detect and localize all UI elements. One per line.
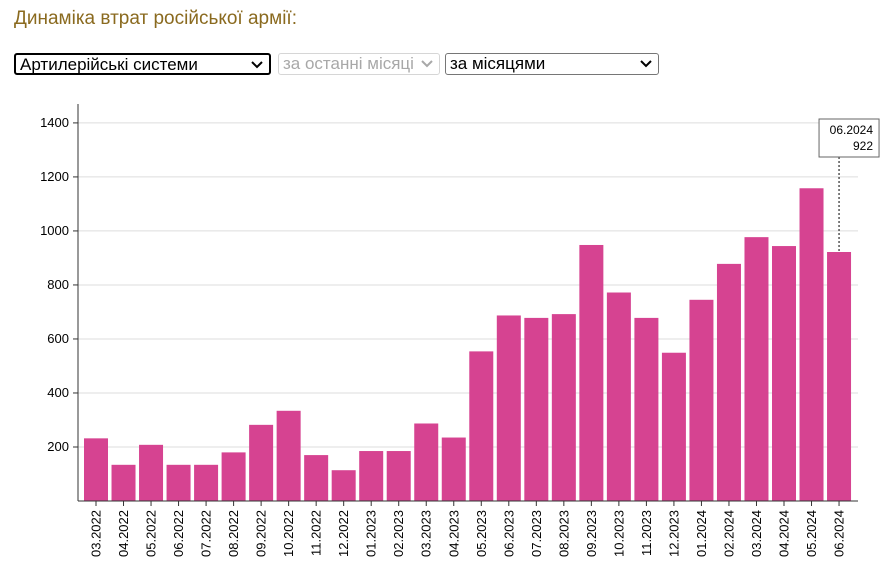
y-tick-label: 200 (47, 439, 69, 454)
bar[interactable] (111, 464, 136, 501)
x-tick-label: 09.2022 (254, 510, 269, 557)
bar[interactable] (827, 251, 852, 501)
weapon-type-select-value: Артилерійські системи (20, 55, 198, 74)
bar[interactable] (166, 464, 191, 501)
bar[interactable] (496, 315, 521, 501)
y-tick-label: 600 (47, 331, 69, 346)
x-tick-label: 10.2022 (281, 510, 296, 557)
x-tick-label: 05.2024 (804, 510, 819, 557)
x-tick-label: 05.2022 (144, 510, 159, 557)
x-tick-label: 12.2023 (666, 510, 681, 557)
bar[interactable] (249, 424, 274, 501)
y-tick-label: 800 (47, 277, 69, 292)
bar[interactable] (716, 263, 741, 501)
grouping-select-value: за місяцями (450, 54, 546, 73)
x-tick-label: 04.2023 (446, 510, 461, 557)
bar[interactable] (386, 451, 411, 501)
bar[interactable] (689, 299, 714, 501)
x-tick-label: 02.2024 (721, 510, 736, 557)
x-tick-label: 01.2023 (364, 510, 379, 557)
period-select: за останні місяці (278, 53, 440, 75)
x-tick-label: 07.2023 (529, 510, 544, 557)
bar[interactable] (276, 410, 301, 501)
x-tick-label: 05.2023 (474, 510, 489, 557)
chevron-down-icon (640, 60, 652, 68)
bar[interactable] (661, 352, 686, 501)
x-tick-label: 11.2022 (309, 510, 324, 556)
grouping-select[interactable]: за місяцями (445, 53, 659, 75)
x-tick-label: 06.2024 (832, 510, 847, 557)
x-tick-label: 08.2022 (226, 510, 241, 557)
x-tick-label: 03.2024 (749, 510, 764, 557)
x-tick-label: 11.2023 (639, 510, 654, 556)
bar[interactable] (441, 437, 466, 501)
bar[interactable] (579, 244, 604, 501)
x-tick-label: 08.2023 (556, 510, 571, 557)
y-tick-label: 1400 (40, 115, 69, 130)
bar[interactable] (414, 423, 439, 501)
bar[interactable] (551, 314, 576, 501)
chevron-down-icon (421, 60, 433, 68)
bar[interactable] (304, 455, 329, 501)
bar[interactable] (331, 470, 356, 501)
bar[interactable] (469, 351, 494, 501)
x-tick-label: 02.2023 (391, 510, 406, 557)
page-title: Динаміка втрат російської армії: (14, 8, 297, 29)
y-tick-label: 1200 (40, 169, 69, 184)
x-tick-label: 06.2023 (501, 510, 516, 557)
chevron-down-icon (251, 61, 263, 69)
x-tick-label: 03.2022 (89, 510, 104, 557)
bar[interactable] (634, 317, 659, 501)
bar[interactable] (359, 451, 384, 501)
weapon-type-select[interactable]: Артилерійські системи (14, 53, 271, 75)
tooltip-box (818, 118, 880, 158)
bar[interactable] (139, 444, 164, 501)
x-tick-label: 10.2023 (611, 510, 626, 557)
bar[interactable] (194, 464, 219, 501)
y-tick-label: 1000 (40, 223, 69, 238)
x-tick-label: 04.2022 (116, 510, 131, 557)
bar[interactable] (524, 317, 549, 501)
x-tick-label: 12.2022 (336, 510, 351, 557)
y-tick-label: 400 (47, 385, 69, 400)
x-tick-label: 03.2023 (419, 510, 434, 557)
period-select-value: за останні місяці (283, 54, 414, 73)
x-tick-label: 07.2022 (199, 510, 214, 557)
x-tick-label: 06.2022 (171, 510, 186, 557)
bar[interactable] (799, 188, 824, 501)
bar[interactable] (221, 452, 246, 501)
x-tick-label: 09.2023 (584, 510, 599, 557)
tooltip-value: 922 (853, 139, 873, 153)
x-tick-label: 04.2024 (777, 510, 792, 557)
tooltip-category: 06.2024 (830, 123, 874, 137)
x-tick-label: 01.2024 (694, 510, 709, 557)
bar[interactable] (772, 246, 796, 501)
bar[interactable] (84, 438, 108, 501)
bar[interactable] (606, 292, 631, 501)
bar[interactable] (744, 237, 769, 501)
